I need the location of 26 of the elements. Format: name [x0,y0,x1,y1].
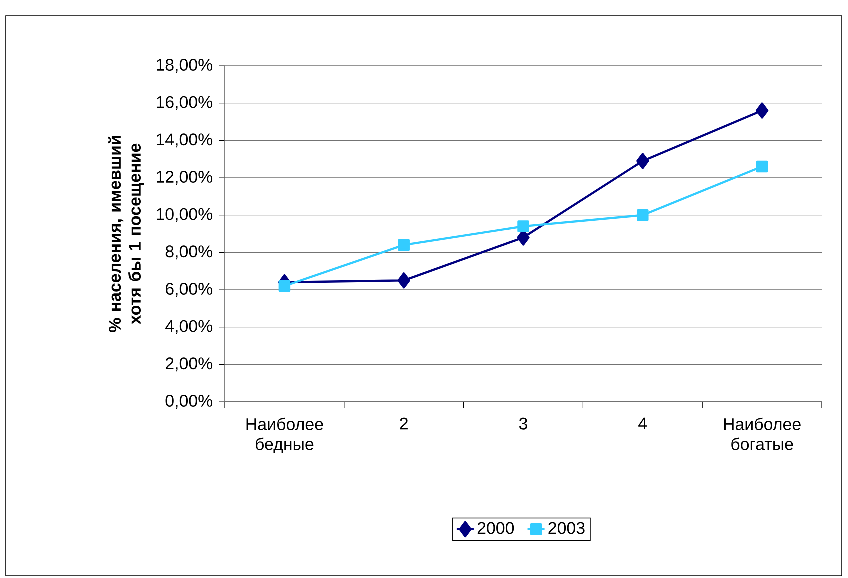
y-tick-label: 2,00% [166,358,213,372]
x-tick-label: 4 [638,418,648,430]
y-tick-label: 6,00% [166,283,213,297]
legend-label: 2000 [478,522,514,534]
point [636,153,650,170]
y-tick-label: 8,00% [166,246,213,260]
x-tick-label: Наиболее богатые [724,418,801,450]
x-tick-label: 2 [400,418,408,430]
y-tick-label: 0,00% [166,395,213,409]
point [756,160,768,173]
y-tick-label: 18,00% [157,59,213,73]
y-tick-label: 16,00% [157,96,213,110]
point [637,209,649,222]
y-tick-label: 10,00% [157,208,213,222]
point [398,239,410,252]
y-tick-label: 12,00% [157,171,213,185]
x-tick-label: Наиболее бедные [246,418,324,454]
point [398,272,410,289]
point [756,102,769,119]
point [278,280,291,292]
point [518,220,530,232]
x-tick-label: 3 [519,418,528,430]
y-tick-label: 4,00% [166,320,213,334]
y-tick-label: 14,00% [157,134,213,148]
y-axis-title: % населения, имевший хотя бы 1 посещение [108,136,144,332]
legend-label: 2003 [548,522,585,534]
